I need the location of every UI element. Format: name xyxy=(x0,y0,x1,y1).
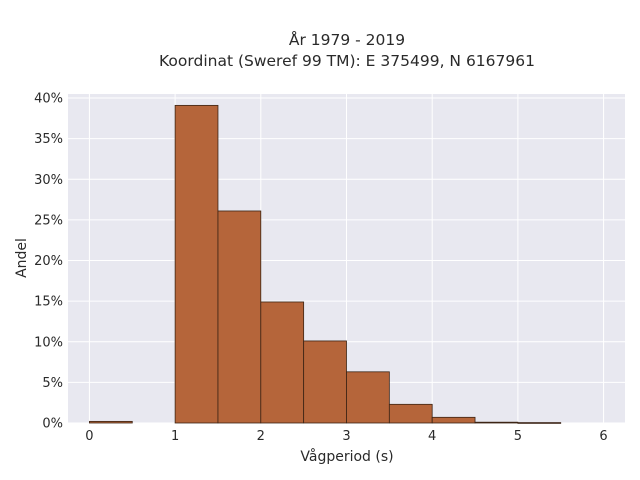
histogram-bar-7 xyxy=(388,403,433,424)
x-tick-label-1: 1 xyxy=(171,429,179,444)
y-tick-label-1: 5% xyxy=(42,376,63,391)
x-tick-label-4: 4 xyxy=(428,429,436,444)
x-tick-label-0: 0 xyxy=(85,429,93,444)
y-tick-label-4: 20% xyxy=(34,254,63,269)
chart-title-line1: År 1979 - 2019 xyxy=(289,30,405,49)
x-tick-label-3: 3 xyxy=(342,429,350,444)
histogram-bar-5 xyxy=(303,340,347,424)
y-tick-label-2: 10% xyxy=(34,335,63,350)
x-tick-label-6: 6 xyxy=(599,429,607,444)
y-tick-label-5: 25% xyxy=(34,213,63,228)
histogram-bar-8 xyxy=(431,416,476,424)
y-tick-label-7: 35% xyxy=(34,132,63,147)
histogram-bar-6 xyxy=(346,371,390,424)
y-tick-label-6: 30% xyxy=(34,173,63,188)
y-tick-label-8: 40% xyxy=(34,92,63,107)
histogram-bar-9 xyxy=(474,421,519,424)
histogram-bar-10 xyxy=(517,422,562,424)
y-axis-ticks: 0% 5% 10% 15% 20% 25% 30% 35% 40% xyxy=(34,92,63,432)
histogram-bar-0 xyxy=(89,420,133,424)
y-tick-label-0: 0% xyxy=(42,417,63,432)
x-axis-title: Vågperiod (s) xyxy=(300,448,393,465)
x-tick-label-5: 5 xyxy=(514,429,522,444)
histogram-bar-2 xyxy=(174,104,219,424)
x-tick-label-2: 2 xyxy=(257,429,265,444)
chart-title-line2: Koordinat (Sweref 99 TM): E 375499, N 61… xyxy=(159,52,535,70)
y-tick-label-3: 15% xyxy=(34,295,63,310)
y-axis-title: Andel xyxy=(14,238,30,278)
histogram-bar-4 xyxy=(260,301,305,424)
x-axis-ticks: 0 1 2 3 4 5 6 xyxy=(85,429,607,444)
bars xyxy=(89,104,562,424)
histogram-bar-3 xyxy=(217,210,262,424)
